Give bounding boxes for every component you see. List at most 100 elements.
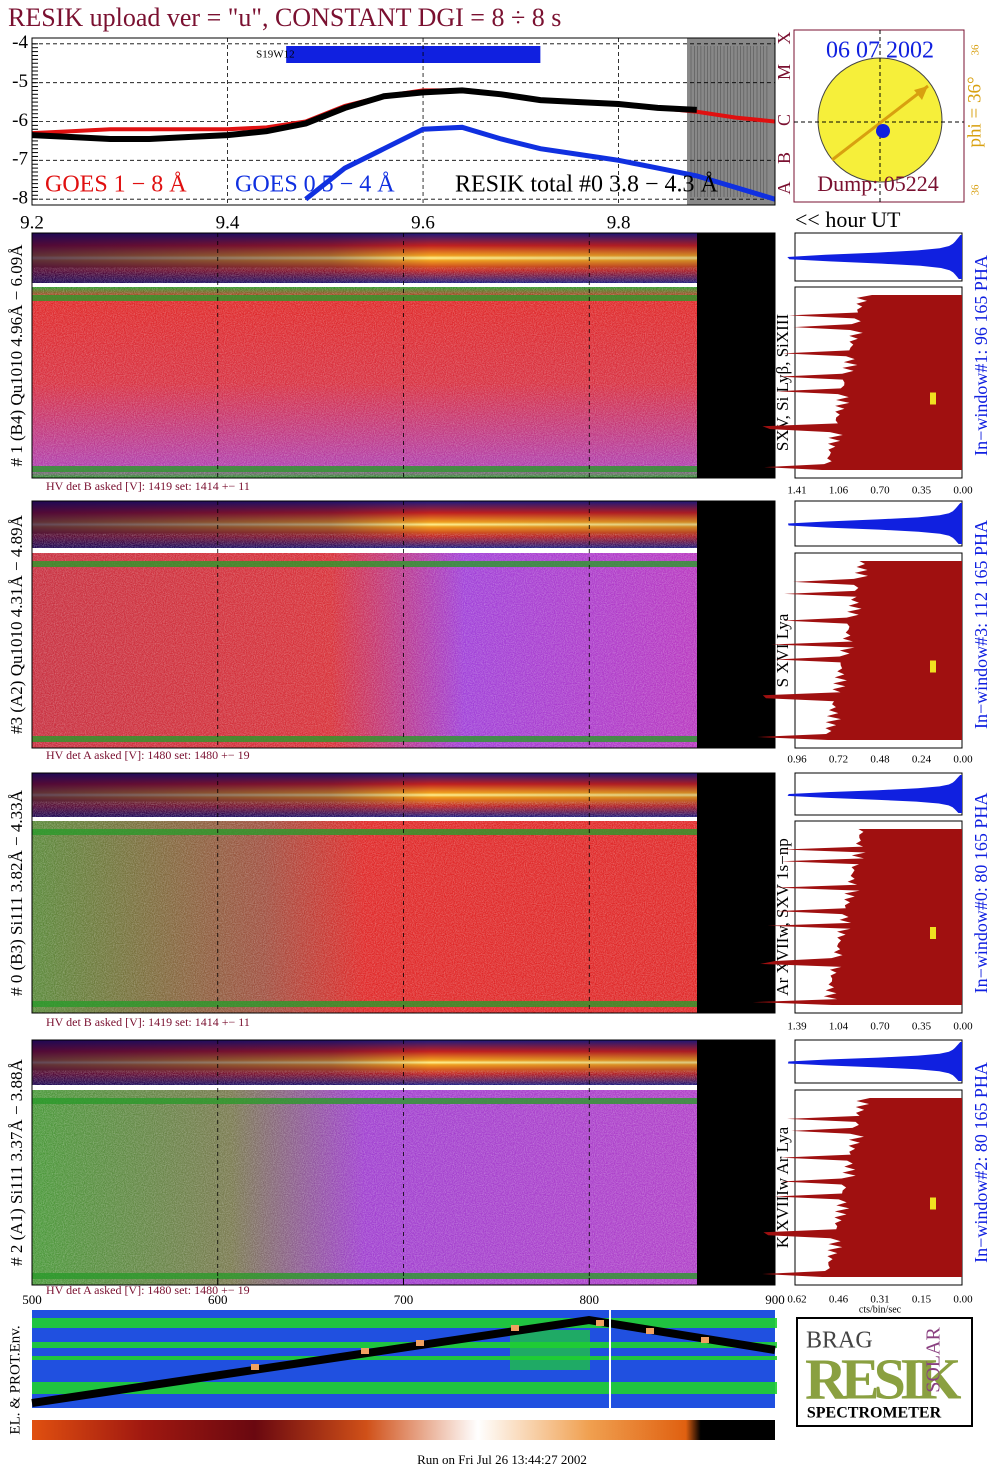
pha-tick-label: 0.70 xyxy=(870,485,890,497)
pha-window xyxy=(930,927,936,939)
edge-green xyxy=(32,829,697,835)
strip-shade xyxy=(32,233,697,283)
x-axis-label: << hour UT xyxy=(795,207,901,232)
detector-label: #3 (A2) Qu1010 4.31Å − 4.89Å xyxy=(7,514,26,733)
goes-class: M xyxy=(774,64,794,80)
edge-green xyxy=(32,1001,697,1007)
pha-small xyxy=(787,503,962,544)
y-tick-label: -5 xyxy=(12,71,28,92)
pha-large xyxy=(762,295,962,470)
y-tick-label: -8 xyxy=(12,188,28,209)
pha-large xyxy=(757,561,962,740)
logo-subtitle: SPECTROMETER xyxy=(807,1405,942,1422)
legend-entry: GOES 1 − 8 Å xyxy=(45,172,187,198)
pha-large xyxy=(762,1098,962,1277)
pha-tick-label: 0.96 xyxy=(787,754,807,766)
location-label: S19W12 xyxy=(256,49,295,61)
edge-green xyxy=(32,1098,697,1104)
x-tick-label: 9.2 xyxy=(20,212,44,233)
logo-side: SOLAR xyxy=(923,1327,945,1393)
pha-tick-label: 0.15 xyxy=(912,1294,932,1306)
pha-tick-label: 0.46 xyxy=(829,1294,849,1306)
pha-tick-label: 0.31 xyxy=(870,1294,889,1306)
line-group xyxy=(32,87,775,202)
line-label: Ar XVIIw, SXV 1s−np xyxy=(773,838,792,995)
detector-label: # 2 (A1) Si111 3.37Å − 3.88Å xyxy=(7,1058,26,1265)
pha-tick-label: 1.41 xyxy=(787,485,806,497)
flare-position xyxy=(876,124,890,138)
strip-shade xyxy=(32,501,697,548)
pha-tick-label: 0.24 xyxy=(912,754,932,766)
pha-window xyxy=(930,392,936,405)
pha-small xyxy=(787,235,962,279)
pha-tick-label: 0.00 xyxy=(953,1021,973,1033)
spectrogram-noise xyxy=(32,821,697,1013)
env-band xyxy=(32,1356,777,1360)
pha-unit: cts/bin/sec xyxy=(859,1304,902,1315)
content: RESIK upload ver = "u", CONSTANT DGI = 8… xyxy=(7,3,991,1467)
x-tick-label: 9.8 xyxy=(607,212,631,233)
strip-shade xyxy=(32,773,697,817)
edge-green xyxy=(32,736,697,742)
legend-entry: RESIK total #0 3.8 − 4.3 Å xyxy=(455,172,719,198)
pha-large xyxy=(752,829,962,1005)
legend-entry: GOES 0.5 − 4 Å xyxy=(235,172,395,198)
pha-small xyxy=(787,775,962,813)
line-label: K XVIIIw Ar Lya xyxy=(773,1126,792,1248)
pha-window xyxy=(930,660,936,673)
orbit-marker xyxy=(361,1348,369,1354)
pha-tick-label: 0.70 xyxy=(870,1021,890,1033)
hv-status: HV det B asked [V]: 1419 set: 1414 +− 11 xyxy=(46,479,250,493)
hv-status: HV det B asked [V]: 1419 set: 1414 +− 11 xyxy=(46,1015,250,1029)
goes-class: B xyxy=(774,152,794,164)
edge-green xyxy=(32,561,697,567)
detector-label: # 1 (B4) Qu1010 4.96Å − 6.09Å xyxy=(7,244,26,467)
line-label: S XVI Lya xyxy=(773,613,792,687)
phi-arrow xyxy=(831,84,929,162)
window-label: In−window#1: 96 165 PHA xyxy=(971,255,991,456)
pha-tick-label: 0.62 xyxy=(787,1294,806,1306)
y-tick-label: -7 xyxy=(12,149,28,170)
env-label: EL. & PROT.Env. xyxy=(7,1325,23,1434)
y-tick-label: -6 xyxy=(12,110,28,131)
x-tick-label: 500 xyxy=(22,1292,42,1307)
blank-region xyxy=(697,1040,775,1285)
env-band xyxy=(510,1330,590,1370)
orbit-marker xyxy=(701,1337,709,1343)
x-tick-label: 600 xyxy=(208,1292,228,1307)
blank-region xyxy=(697,773,775,1013)
spectrogram-noise xyxy=(32,553,697,748)
spectrogram-noise xyxy=(32,1090,697,1285)
sun-date: 06 07 2002 xyxy=(826,38,934,64)
arrow-head xyxy=(914,86,928,100)
window-label: In−window#3: 112 165 PHA xyxy=(971,520,991,729)
pha-tick-label: 0.72 xyxy=(829,754,848,766)
window-label: In−window#2: 80 165 PHA xyxy=(971,1062,991,1263)
page-title: RESIK upload ver = "u", CONSTANT DGI = 8… xyxy=(8,3,561,32)
orbit-marker xyxy=(511,1325,519,1331)
pha-tick-label: 0.48 xyxy=(870,754,890,766)
detector-label: # 0 (B3) Si111 3.82Å − 4.33Å xyxy=(7,789,26,995)
goes-class: C xyxy=(774,114,794,126)
env-band xyxy=(32,1382,777,1394)
sun-scale: 36 xyxy=(970,44,982,56)
edge-green xyxy=(32,295,697,301)
pha-tick-label: 0.35 xyxy=(912,485,932,497)
hv-status: HV det A asked [V]: 1480 set: 1480 +− 19 xyxy=(46,748,250,762)
x-tick-label: 800 xyxy=(580,1292,600,1307)
orbit-marker xyxy=(596,1320,604,1326)
color-bar xyxy=(32,1420,775,1440)
series-line xyxy=(32,87,697,142)
window-label: In−window#0: 80 165 PHA xyxy=(971,793,991,994)
strip-shade xyxy=(32,1040,697,1085)
env-band xyxy=(32,1318,777,1328)
series-line xyxy=(304,124,775,202)
pha-small xyxy=(787,1042,962,1081)
blank-region xyxy=(697,233,775,478)
x-tick-label: 700 xyxy=(394,1292,414,1307)
hv-status: HV det A asked [V]: 1480 set: 1480 +− 19 xyxy=(46,1283,250,1297)
logo-box xyxy=(796,1317,973,1427)
x-tick-label: 900 xyxy=(765,1292,785,1307)
edge-green xyxy=(32,1273,697,1279)
